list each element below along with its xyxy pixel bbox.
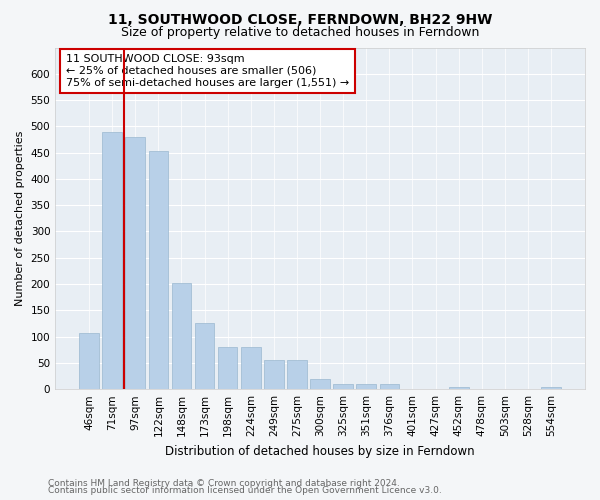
Bar (241, 347, 260, 389)
Bar (541, 386, 561, 389)
Bar (356, 384, 376, 389)
Bar (310, 378, 330, 389)
Bar (380, 384, 399, 389)
Bar (103, 132, 122, 389)
Bar (449, 386, 469, 389)
Y-axis label: Number of detached properties: Number of detached properties (15, 130, 25, 306)
Bar (287, 360, 307, 389)
Bar (149, 151, 168, 389)
Bar (218, 347, 238, 389)
Bar (264, 360, 284, 389)
Bar (125, 137, 145, 389)
Text: Contains HM Land Registry data © Crown copyright and database right 2024.: Contains HM Land Registry data © Crown c… (48, 478, 400, 488)
Text: 11 SOUTHWOOD CLOSE: 93sqm
← 25% of detached houses are smaller (506)
75% of semi: 11 SOUTHWOOD CLOSE: 93sqm ← 25% of detac… (66, 54, 349, 88)
Text: Contains public sector information licensed under the Open Government Licence v3: Contains public sector information licen… (48, 486, 442, 495)
Text: Size of property relative to detached houses in Ferndown: Size of property relative to detached ho… (121, 26, 479, 39)
Bar (172, 283, 191, 389)
Bar (195, 324, 214, 389)
X-axis label: Distribution of detached houses by size in Ferndown: Distribution of detached houses by size … (165, 444, 475, 458)
Text: 11, SOUTHWOOD CLOSE, FERNDOWN, BH22 9HW: 11, SOUTHWOOD CLOSE, FERNDOWN, BH22 9HW (108, 12, 492, 26)
Bar (334, 384, 353, 389)
Bar (79, 333, 99, 389)
